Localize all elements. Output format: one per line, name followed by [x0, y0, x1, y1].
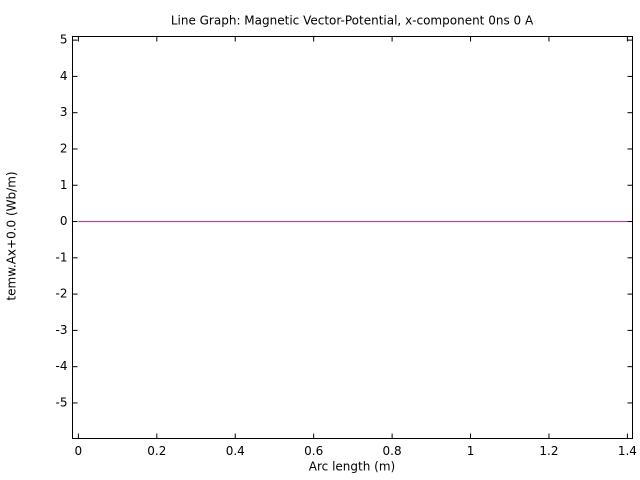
- chart-title: Line Graph: Magnetic Vector-Potential, x…: [171, 14, 534, 28]
- y-tick-label: 2: [60, 141, 68, 155]
- y-axis-label: temw.Ax+0.0 (Wb/m): [5, 171, 19, 300]
- x-axis-label: Arc length (m): [309, 460, 395, 474]
- y-tick-label: 0: [60, 214, 68, 228]
- y-tick-label: 1: [60, 178, 68, 192]
- y-tick-label: 4: [60, 69, 68, 83]
- x-tick-label: 1.4: [618, 444, 637, 458]
- x-tick-label: 0: [75, 444, 83, 458]
- x-tick-label: 0.4: [226, 444, 245, 458]
- x-tick-label: 0.2: [147, 444, 166, 458]
- x-tick-label: 0.8: [383, 444, 402, 458]
- plot-frame: [72, 36, 633, 439]
- y-tick-label: -4: [56, 359, 68, 373]
- y-tick-label: -2: [56, 287, 68, 301]
- y-tick-label: -1: [56, 250, 68, 264]
- x-tick-label: 0.6: [304, 444, 323, 458]
- y-tick-label: -3: [56, 323, 68, 337]
- y-tick-label: -5: [56, 395, 68, 409]
- x-tick-label: 1: [467, 444, 475, 458]
- x-tick-label: 1.2: [539, 444, 558, 458]
- y-tick-label: 3: [60, 105, 68, 119]
- y-tick-label: 5: [60, 33, 68, 47]
